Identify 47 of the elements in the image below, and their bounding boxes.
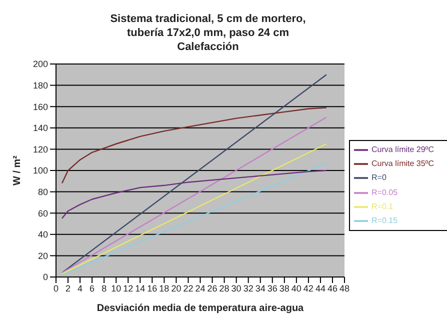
y-tick-label: 80: [38, 186, 48, 197]
legend-label: R=0.05: [372, 188, 398, 197]
y-tick-label: 200: [32, 59, 48, 70]
y-tick-label: 160: [32, 102, 48, 112]
x-tick-label: 24: [195, 283, 206, 294]
x-tick-label: 14: [135, 283, 146, 294]
x-tick-label: 2: [66, 283, 71, 294]
x-tick-label: 32: [243, 283, 254, 294]
x-tick-label: 28: [219, 283, 230, 294]
x-tick-label: 8: [102, 283, 107, 294]
y-tick-label: 140: [32, 123, 48, 134]
x-tick-label: 10: [111, 283, 122, 294]
x-tick-label: 30: [231, 283, 242, 294]
x-tick-label: 36: [267, 283, 278, 294]
line-series: [61, 170, 328, 220]
legend-label: R=0.15: [372, 216, 398, 225]
y-tick-label: 120: [32, 144, 48, 154]
legend-label: Curva límite 35ºC: [372, 159, 434, 168]
x-tick-label: 16: [147, 283, 158, 294]
y-tick-label: 20: [38, 250, 48, 261]
x-tick-label: 26: [207, 283, 218, 294]
x-tick-label: 6: [90, 283, 95, 294]
y-tick-label: 40: [38, 230, 48, 240]
x-tick-label: 44: [315, 283, 326, 294]
x-tick-label: 20: [171, 283, 182, 294]
x-tick-label: 22: [183, 283, 194, 294]
chart-title: Sistema tradicional, 5 cm de mortero, tubería 17x2,0 mm, paso 24 cm Calefacción: [109, 12, 307, 54]
line-series: [61, 107, 328, 184]
legend-label: R=0: [372, 174, 386, 182]
y-tick-label: 100: [32, 166, 48, 176]
x-axis-title: Desviación media de temperatura aire-agua: [96, 303, 304, 314]
x-tick-label: 4: [78, 283, 83, 294]
x-tick-label: 38: [279, 283, 290, 294]
legend-label: Curva límite 29ºC: [372, 145, 434, 154]
x-tick-label: 12: [123, 283, 134, 294]
y-tick-label: 180: [32, 80, 48, 90]
y-tick-label: 0: [42, 272, 48, 282]
x-tick-label: 46: [327, 283, 338, 294]
y-tick-label: 60: [38, 208, 48, 218]
y-axis-title: W / m²: [12, 154, 23, 186]
x-tick-label: 48: [339, 283, 350, 294]
x-tick-label: 18: [159, 283, 170, 294]
x-tick-label: 42: [303, 283, 314, 294]
x-tick-label: 34: [255, 283, 266, 294]
legend-label: R=0.1: [372, 202, 394, 211]
x-tick-label: 40: [291, 283, 302, 294]
x-tick-label: 0: [53, 283, 59, 294]
